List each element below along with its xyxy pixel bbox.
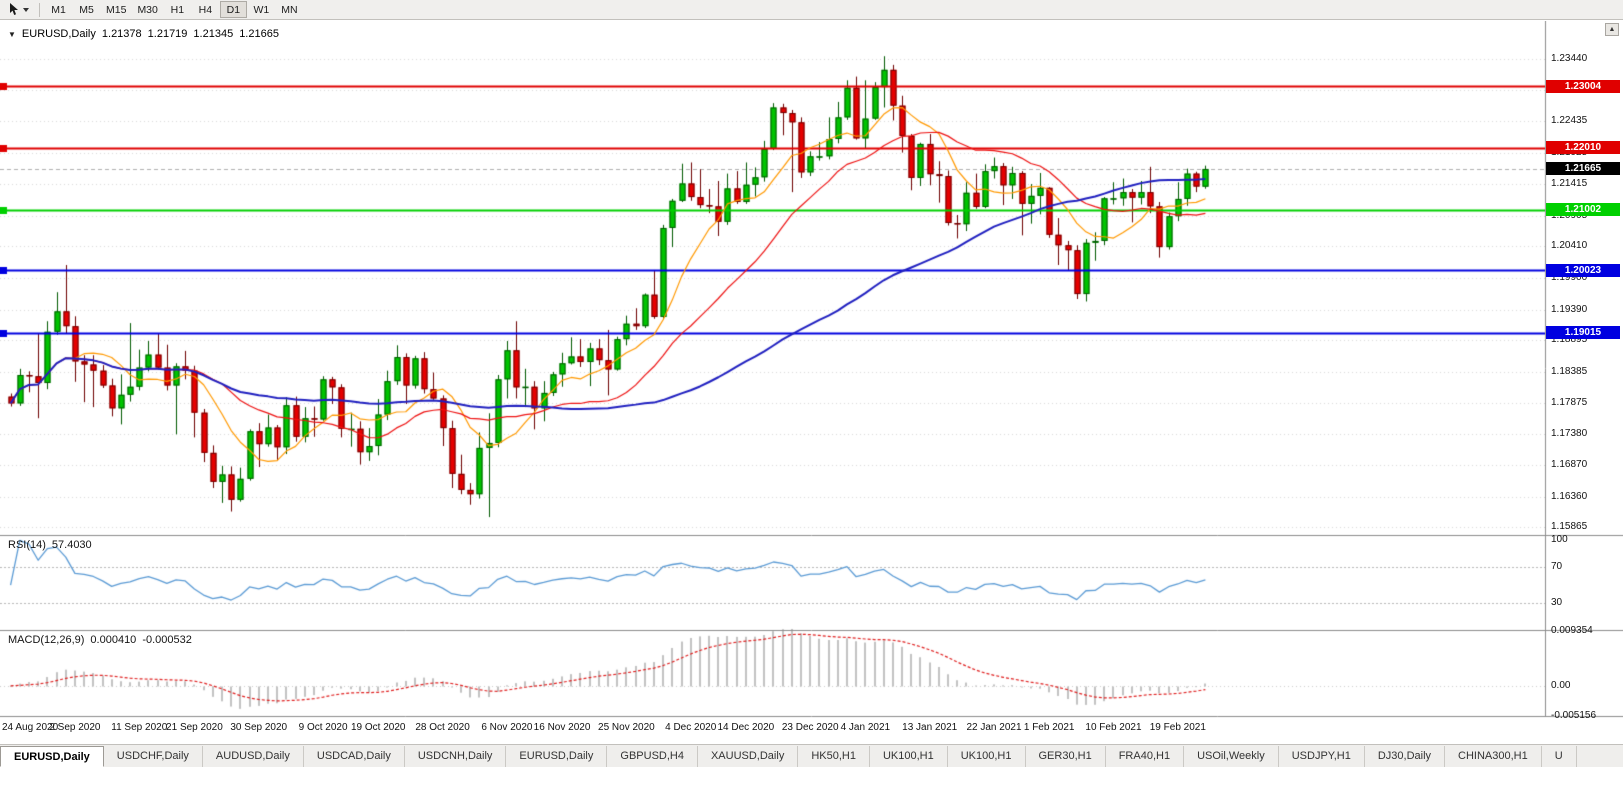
date-axis-label: 14 Dec 2020	[717, 722, 775, 733]
rsi-name: RSI(14)	[8, 539, 46, 551]
macd-main-value: 0.000410	[90, 634, 137, 646]
rsi-axis-label: 70	[1551, 561, 1563, 573]
timeframe-button-m15[interactable]: M15	[106, 3, 127, 16]
chart-region: ▼ EURUSD,Daily 1.21378 1.21719 1.21345 1…	[0, 21, 1623, 742]
date-axis-label: 4 Dec 2020	[665, 722, 717, 733]
chart-menu-icon[interactable]: ▼	[8, 29, 16, 39]
price-axis-label: 1.17875	[1551, 397, 1588, 409]
date-axis-label: 10 Feb 2021	[1085, 722, 1142, 733]
macd-axis-label: 0.009354	[1551, 625, 1593, 636]
chart-tab-bar: EURUSD,Daily USDCHF,Daily AUDUSD,Daily USDC…	[0, 744, 1623, 767]
date-axis-label: 9 Oct 2020	[298, 722, 348, 733]
date-axis-label: 2 Sep 2020	[49, 722, 101, 733]
price-axis-label: 1.23440	[1551, 53, 1588, 65]
price-axis-label: 1.18895	[1551, 334, 1588, 346]
price-axis-label: 1.17380	[1551, 427, 1588, 439]
date-axis-label: 11 Sep 2020	[111, 722, 168, 733]
chart-tab-uk100-h1[interactable]: UK100,H1	[948, 746, 1026, 767]
date-axis-label: 21 Sep 2020	[166, 722, 223, 733]
rsi-axis-label: 100	[1551, 534, 1568, 546]
timeframe-button-h1[interactable]: H1	[170, 3, 185, 16]
price-chart-canvas[interactable]	[0, 21, 1623, 742]
price-axis-label: 1.16870	[1551, 459, 1588, 471]
timeframe-button-group: M1 M5 M15 M30 H1 H4 D1 W1 MN	[45, 1, 303, 18]
price-axis-label: 1.18385	[1551, 365, 1588, 377]
date-axis-label: 16 Nov 2020	[533, 722, 591, 733]
date-axis-label: 19 Feb 2021	[1149, 722, 1206, 733]
timeframe-button-m1[interactable]: M1	[51, 3, 66, 16]
chart-title: ▼ EURUSD,Daily 1.21378 1.21719 1.21345 1…	[8, 28, 279, 40]
macd-name: MACD(12,26,9)	[8, 634, 85, 646]
chart-tab-usdcad-daily[interactable]: USDCAD,Daily	[304, 746, 405, 767]
macd-signal-value: -0.000532	[142, 634, 192, 646]
date-axis-label: 30 Sep 2020	[230, 722, 288, 733]
chart-tab-usdcnh-daily[interactable]: USDCNH,Daily	[405, 746, 507, 767]
chart-tab-eurusd-daily[interactable]: EURUSD,Daily	[506, 746, 608, 767]
timeframe-button-mn[interactable]: MN	[281, 3, 298, 16]
price-axis-label: 1.19390	[1551, 303, 1588, 315]
chart-tab-ger30-h1[interactable]: GER30,H1	[1026, 746, 1106, 767]
chart-tab-usdjpy-h1[interactable]: USDJPY,H1	[1279, 746, 1365, 767]
date-axis-label: 24 Aug 2020	[2, 722, 59, 733]
chart-tab-uk100-h1[interactable]: UK100,H1	[870, 746, 948, 767]
chart-tab-eurusd-daily[interactable]: EURUSD,Daily	[0, 746, 104, 767]
timeframe-button-h4[interactable]: H4	[198, 3, 213, 16]
date-axis-label: 25 Nov 2020	[598, 722, 655, 733]
cursor-icon	[10, 3, 18, 15]
rsi-current-value: 57.4030	[51, 539, 92, 551]
rsi-axis-label: 30	[1551, 597, 1563, 609]
price-axis-label: 1.22435	[1551, 115, 1588, 127]
timeframe-button-w1[interactable]: W1	[253, 3, 270, 16]
toolbar: M1 M5 M15 M30 H1 H4 D1 W1 MN	[0, 0, 1623, 20]
chart-tab-dj30-daily[interactable]: DJ30,Daily	[1365, 746, 1446, 767]
macd-axis-label: -0.005156	[1551, 710, 1597, 721]
chart-tab-xauusd-daily[interactable]: XAUUSD,Daily	[698, 746, 799, 767]
price-axis-label: 1.19900	[1551, 272, 1588, 283]
rsi-indicator-label: RSI(14) 57.4030	[8, 539, 92, 551]
timeframe-button-m30[interactable]: M30	[137, 3, 158, 16]
timeframe-button-m5[interactable]: M5	[79, 3, 94, 16]
chart-tab-usdchf-daily[interactable]: USDCHF,Daily	[104, 746, 203, 767]
current-price-label: 1.21665	[1546, 162, 1620, 176]
price-axis-label: 1.20410	[1551, 240, 1588, 252]
hline-price-label[interactable]: 1.19015	[1546, 326, 1620, 340]
hline-price-label[interactable]: 1.23004	[1546, 79, 1620, 93]
cursor-tool-button[interactable]	[4, 1, 34, 19]
timeframe-button-d1[interactable]: D1	[219, 1, 247, 18]
macd-axis-label: 0.00	[1551, 679, 1571, 691]
ohlc-low-value: 1.21345	[193, 28, 234, 40]
price-axis-label: 1.16360	[1551, 490, 1588, 502]
ohlc-high-value: 1.21719	[147, 28, 188, 40]
symbol-period-label: EURUSD,Daily	[21, 28, 96, 40]
chart-tab-gbpusd-h4[interactable]: GBPUSD,H4	[607, 746, 698, 767]
date-axis-label: 13 Jan 2021	[902, 722, 958, 733]
date-axis-label: 22 Jan 2021	[966, 722, 1022, 733]
hline-price-label[interactable]: 1.22010	[1546, 141, 1620, 155]
date-axis-label: 28 Oct 2020	[415, 722, 470, 733]
chart-tab-fra40-h1[interactable]: FRA40,H1	[1106, 746, 1185, 767]
hline-price-label[interactable]: 1.21002	[1546, 203, 1620, 217]
price-axis-label: 1.15865	[1551, 521, 1588, 533]
date-axis-label: 23 Dec 2020	[781, 722, 839, 733]
toolbar-separator	[39, 2, 40, 17]
chart-tab-hk50-h1[interactable]: HK50,H1	[798, 746, 870, 767]
date-axis-label: 4 Jan 2021	[840, 722, 891, 733]
macd-indicator-label: MACD(12,26,9) 0.000410 -0.000532	[8, 634, 192, 646]
chart-tab-china300-h1[interactable]: CHINA300,H1	[1445, 746, 1542, 767]
ohlc-close-value: 1.21665	[239, 28, 279, 40]
date-axis-label: 6 Nov 2020	[481, 722, 533, 733]
chart-tab-u[interactable]: U	[1542, 746, 1577, 767]
date-axis-label: 1 Feb 2021	[1023, 722, 1075, 733]
dropdown-arrow-icon	[23, 7, 29, 12]
chart-tab-audusd-daily[interactable]: AUDUSD,Daily	[203, 746, 304, 767]
scroll-up-button[interactable]: ▲	[1605, 23, 1619, 36]
price-axis-label: 1.21415	[1551, 178, 1588, 190]
ohlc-open-value: 1.21378	[101, 28, 142, 40]
date-axis-label: 19 Oct 2020	[350, 722, 406, 733]
hline-price-label[interactable]: 1.20023	[1546, 263, 1620, 277]
chart-tab-usoil-weekly[interactable]: USOil,Weekly	[1184, 746, 1279, 767]
